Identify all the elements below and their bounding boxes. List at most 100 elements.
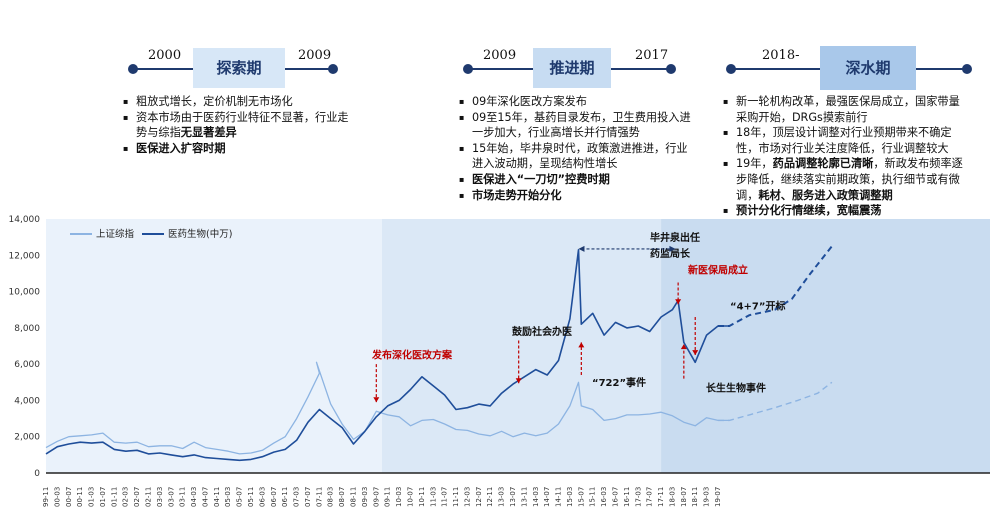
bullet-text: 09年深化医改方案发布: [472, 95, 587, 108]
bullet-text: 09至15年，基药目录发布，卫生费用投入进一步加大，行业高增长并行情强势: [472, 110, 691, 140]
x-tick-label: 10-03: [395, 487, 403, 507]
x-tick-label: 99-11: [42, 487, 50, 507]
x-tick-label: 08-07: [338, 487, 346, 507]
series-line-sse: [45, 361, 730, 455]
advance-phase-shade: [382, 219, 662, 473]
bullet-item: 医保进入“一刀切”控费时期: [458, 172, 694, 188]
phase-advance-bullets: 09年深化医改方案发布 09至15年，基药目录发布，卫生费用投入进一步加大，行业高…: [458, 94, 694, 203]
annotation-label: 药监局长: [650, 247, 691, 260]
bullet-item: 资本市场由于医药行业特征不显著，行业走势与综指无显著差异: [122, 110, 358, 141]
timeline-end-dot: [328, 64, 338, 74]
x-tick-label: 15-11: [589, 487, 597, 507]
x-tick-label: 03-07: [167, 487, 175, 507]
x-tick-label: 05-03: [224, 487, 232, 507]
bullet-text: 15年始，毕井泉时代，政策激进推进，行业进入波动期，呈现结构性增长: [472, 141, 688, 171]
bullet-emphasis: 无显著差异: [180, 126, 237, 140]
x-tick-label: 12-11: [486, 487, 494, 507]
phase-end-year: 2017: [635, 48, 669, 63]
x-tick-label: 02-11: [145, 487, 153, 507]
phase-end-year: 2009: [298, 48, 332, 63]
x-tick-label: 17-07: [646, 487, 654, 507]
phase-explore-bullets: 粗放式增长，定价机制无市场化资本市场由于医药行业特征不显著，行业走势与综指无显著…: [122, 94, 358, 156]
x-tick-label: 09-03: [361, 487, 369, 507]
x-tick-label: 19-03: [703, 487, 711, 507]
x-tick-label: 13-07: [509, 487, 517, 507]
x-tick-label: 03-11: [179, 487, 187, 507]
bullet-text: 资本市场由于医药行业特征不显著，行业走势与综指: [136, 110, 349, 140]
phase-name: 探索期: [193, 48, 285, 88]
forecast-line-sse: [718, 381, 833, 422]
x-tick-label: 11-03: [429, 487, 437, 507]
x-tick-label: 14-11: [555, 487, 563, 507]
x-tick-label: 01-03: [88, 487, 96, 507]
y-tick-label: 6,000: [14, 360, 40, 370]
tenure-arrowhead-right: [669, 245, 676, 252]
x-tick-label: 02-07: [133, 487, 141, 507]
annotation-label: 鼓励社会办医: [512, 325, 572, 338]
bullet-text: 新一轮机构改革，最强医保局成立，国家带量采购开始，DRGs摸索前行: [736, 95, 960, 124]
x-tick-label: 02-03: [122, 487, 130, 507]
phase-deep-water: 2018- 深水期: [726, 42, 972, 90]
x-tick-label: 04-11: [213, 487, 221, 507]
bullet-emphasis: 药品调整轮廓已清晰: [772, 157, 874, 171]
annotation-arrowhead: [578, 342, 585, 348]
x-tick-label: 05-07: [236, 487, 244, 507]
x-tick-label: 07-11: [315, 487, 323, 507]
x-tick-label: 17-03: [634, 487, 642, 507]
x-tick-label: 01-11: [110, 487, 118, 507]
phase-name: 推进期: [533, 48, 611, 88]
x-tick-label: 07-03: [293, 487, 301, 507]
annotation-label: 发布深化医改方案: [371, 349, 453, 362]
phase-deep-water-bullets: 新一轮机构改革，最强医保局成立，国家带量采购开始，DRGs摸索前行18年，顶层设…: [722, 94, 968, 219]
y-tick-label: 8,000: [14, 324, 40, 334]
x-tick-label: 12-03: [463, 487, 471, 507]
phase-start-year: 2000: [148, 48, 182, 63]
bullet-text: 18年，顶层设计调整对行业预期带来不确定性，市场对行业关注度降低，行业调整较大: [736, 126, 952, 155]
explore-phase-shade: [46, 219, 382, 473]
annotation-label: “4+7”开标: [730, 300, 785, 313]
x-tick-label: 01-07: [99, 487, 107, 507]
bullet-emphasis: 耗材、服务进入政策调整期: [758, 188, 893, 202]
x-tick-label: 13-11: [520, 487, 528, 507]
y-tick-label: 10,000: [9, 288, 41, 298]
x-tick-label: 09-07: [372, 487, 380, 507]
x-tick-label: 19-07: [714, 487, 722, 507]
bullet-item: 市场走势开始分化: [458, 188, 694, 204]
annotation-arrowhead: [675, 299, 682, 305]
bullet-item: 15年始，毕井泉时代，政策激进推进，行业进入波动期，呈现结构性增长: [458, 141, 694, 172]
phase-advance: 2009 推进期 2017: [463, 42, 678, 88]
x-tick-label: 10-11: [418, 487, 426, 507]
legend-label: 医药生物(中万): [168, 228, 232, 240]
x-tick-label: 10-07: [406, 487, 414, 507]
phase-explore: 2000 探索期 2009: [128, 42, 338, 88]
bullet-text: ，新政发布频率逐步降低，继续落实前期政策，执行细节或有微调，: [736, 157, 963, 202]
x-tick-label: 12-07: [475, 487, 483, 507]
x-tick-label: 18-03: [668, 487, 676, 507]
x-tick-label: 15-03: [566, 487, 574, 507]
x-tick-label: 03-03: [156, 487, 164, 507]
annotation-arrowhead: [680, 344, 687, 350]
x-tick-label: 06-07: [270, 487, 278, 507]
annotation-label: “722”事件: [592, 376, 646, 389]
x-tick-label: 18-11: [691, 487, 699, 507]
x-tick-label: 00-03: [53, 487, 61, 507]
series-line-pharma: [45, 249, 730, 462]
bullet-emphasis: 市场走势开始分化: [472, 188, 562, 202]
y-tick-label: 4,000: [14, 396, 40, 406]
bullet-emphasis: 医保进入扩容时期: [136, 141, 226, 155]
bullet-item: 18年，顶层设计调整对行业预期带来不确定性，市场对行业关注度降低，行业调整较大: [722, 125, 968, 156]
phase-start-year: 2009: [483, 48, 517, 63]
x-tick-label: 05-11: [247, 487, 255, 507]
x-tick-label: 16-11: [623, 487, 631, 507]
x-tick-label: 15-07: [577, 487, 585, 507]
tenure-arrowhead-left: [578, 245, 585, 252]
x-tick-label: 09-11: [384, 487, 392, 507]
x-tick-label: 11-11: [452, 487, 460, 507]
bullet-item: 预计分化行情继续，宽幅震荡: [722, 203, 968, 219]
y-tick-label: 0: [34, 469, 40, 479]
x-tick-label: 04-07: [201, 487, 209, 507]
x-tick-label: 07-07: [304, 487, 312, 507]
legend-label: 上证综指: [96, 228, 135, 240]
x-tick-label: 14-07: [543, 487, 551, 507]
bullet-text: 19年，: [736, 157, 773, 171]
